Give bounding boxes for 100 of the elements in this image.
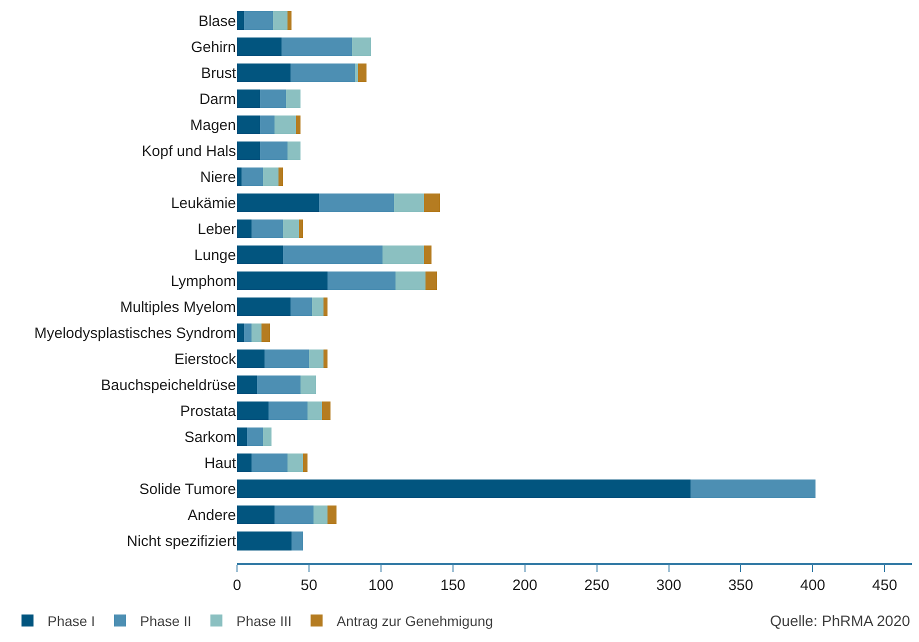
y-tick-label: Sarkom <box>184 429 236 446</box>
bar <box>426 271 438 290</box>
y-tick-label: Leukämie <box>170 194 236 212</box>
bar <box>282 37 352 56</box>
y-tick-label: Darm <box>199 90 236 108</box>
bar <box>298 219 304 238</box>
bar <box>303 453 308 472</box>
y-tick-label: Leber <box>198 220 236 238</box>
y-tick-label: Andere <box>188 507 236 524</box>
bar <box>328 271 396 290</box>
x-tick-label: 150 <box>440 576 466 594</box>
bar <box>358 63 367 82</box>
bar <box>290 63 356 82</box>
bar <box>308 349 324 368</box>
bar <box>260 89 286 108</box>
bar <box>262 427 272 446</box>
y-tick-label: Magen <box>190 116 236 134</box>
bar <box>237 271 328 290</box>
bar <box>272 11 288 30</box>
bar <box>237 115 260 134</box>
bar <box>237 141 260 160</box>
legend-label: Phase I <box>48 612 95 629</box>
y-tick-label: Nicht spezifiziert <box>126 533 237 550</box>
y-tick-label: Brust <box>200 64 237 82</box>
bar <box>355 63 358 82</box>
bar <box>237 349 264 368</box>
bar <box>319 193 394 212</box>
bar <box>382 245 424 264</box>
bar <box>313 506 328 524</box>
bar <box>237 401 269 420</box>
y-tick-label: Prostata <box>180 403 237 420</box>
bar <box>424 245 432 264</box>
bar <box>237 219 252 238</box>
bar <box>237 375 258 394</box>
bar <box>260 115 274 134</box>
bar <box>274 115 296 134</box>
bar <box>247 427 263 446</box>
bar <box>237 63 290 82</box>
y-tick-label: Haut <box>204 455 237 472</box>
bar <box>237 297 290 316</box>
bar <box>312 297 324 316</box>
y-tick-label: Kopf und Hals <box>142 142 236 160</box>
bar <box>237 245 284 264</box>
bar <box>262 167 279 186</box>
x-tick-label: 200 <box>512 576 538 594</box>
bar <box>237 532 292 550</box>
y-tick-label: Lunge <box>194 246 236 264</box>
x-tick-label: 50 <box>300 576 318 594</box>
bar <box>424 193 440 212</box>
bar <box>264 349 309 368</box>
bar <box>251 323 262 342</box>
bar <box>690 480 816 498</box>
bar <box>237 167 242 186</box>
y-tick-label: Solide Tumore <box>139 481 236 498</box>
y-tick-label: Eierstock <box>174 351 236 368</box>
bar <box>296 115 300 134</box>
bar <box>283 245 382 264</box>
bar <box>241 167 263 186</box>
bar <box>237 193 320 212</box>
bar <box>237 11 244 30</box>
legend-label: Antrag zur Genehmigung <box>336 612 494 629</box>
y-tick-label: Bauchspeicheldrüse <box>100 377 236 394</box>
bar <box>395 271 426 290</box>
y-tick-label: Gehirn <box>190 38 236 56</box>
legend-label: Phase III <box>236 612 292 629</box>
bar <box>257 375 300 394</box>
x-tick-label: 400 <box>800 576 826 594</box>
bar <box>251 219 284 238</box>
x-tick-label: 300 <box>656 576 682 594</box>
x-tick-label: 0 <box>232 576 242 594</box>
bar <box>328 506 336 524</box>
bar <box>268 401 308 420</box>
bar <box>292 532 304 550</box>
bar <box>308 401 322 420</box>
bar <box>394 193 424 212</box>
bar <box>283 219 299 238</box>
bar <box>352 37 371 56</box>
bar <box>274 506 314 524</box>
bar <box>244 11 273 30</box>
legend-label: Phase II <box>140 612 192 629</box>
bar <box>237 37 282 56</box>
bar <box>251 453 288 472</box>
bar <box>290 297 312 316</box>
bar <box>237 506 274 524</box>
bar <box>237 427 248 446</box>
bar <box>286 89 300 108</box>
bar <box>260 141 288 160</box>
bar <box>300 375 316 394</box>
y-tick-label: Blase <box>198 12 236 30</box>
bar <box>287 141 300 160</box>
source-note: Quelle: PhRMA 2020 <box>770 613 910 630</box>
x-tick-label: 250 <box>584 576 610 594</box>
x-tick-label: 350 <box>728 576 754 594</box>
bar <box>278 167 284 186</box>
bar <box>287 11 292 30</box>
bar <box>261 323 270 342</box>
y-tick-label: Multiples Myelom <box>120 299 236 316</box>
bar <box>323 349 328 368</box>
bar <box>237 323 244 342</box>
bar <box>237 453 252 472</box>
